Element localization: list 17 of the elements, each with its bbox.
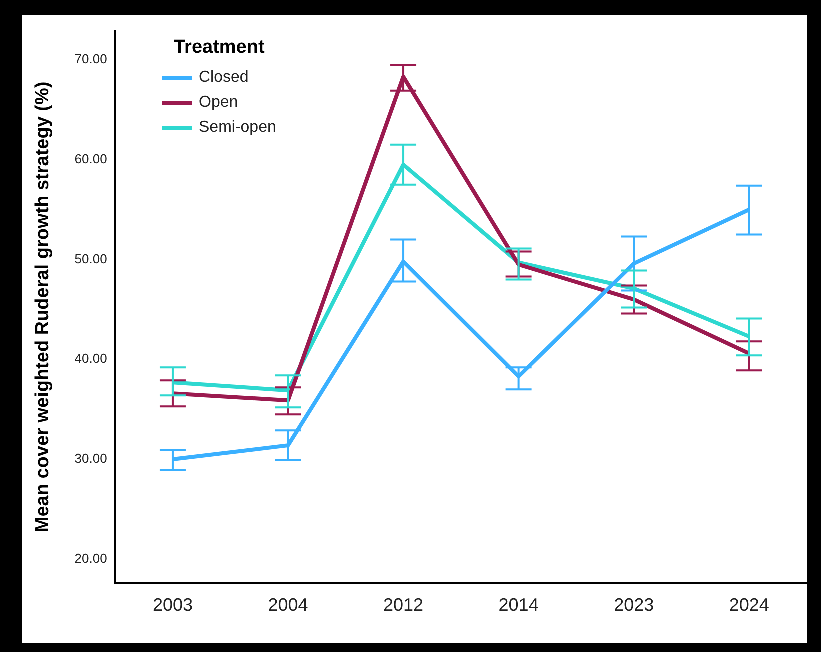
y-tick-label: 60.00	[74, 151, 108, 166]
x-tick-label: 2023	[614, 595, 654, 616]
y-axis-title: Mean cover weighted Ruderal growth strategy (%)	[32, 82, 54, 533]
legend-title: Treatment	[174, 37, 266, 59]
y-tick-label: 40.00	[74, 351, 108, 366]
x-tick-label: 2012	[384, 595, 424, 616]
y-tick-label: 30.00	[74, 451, 108, 466]
legend-label: Closed	[199, 68, 249, 86]
x-tick-label: 2004	[268, 595, 308, 616]
y-tick-label: 20.00	[74, 551, 108, 566]
y-tick-label: 70.00	[74, 52, 108, 67]
x-tick-label: 2014	[498, 595, 539, 616]
legend-label: Semi-open	[199, 118, 276, 136]
x-tick-label: 2024	[729, 595, 770, 616]
legend-label: Open	[199, 94, 238, 112]
x-tick-label: 2003	[152, 595, 193, 616]
y-tick-label: 50.00	[74, 251, 108, 266]
